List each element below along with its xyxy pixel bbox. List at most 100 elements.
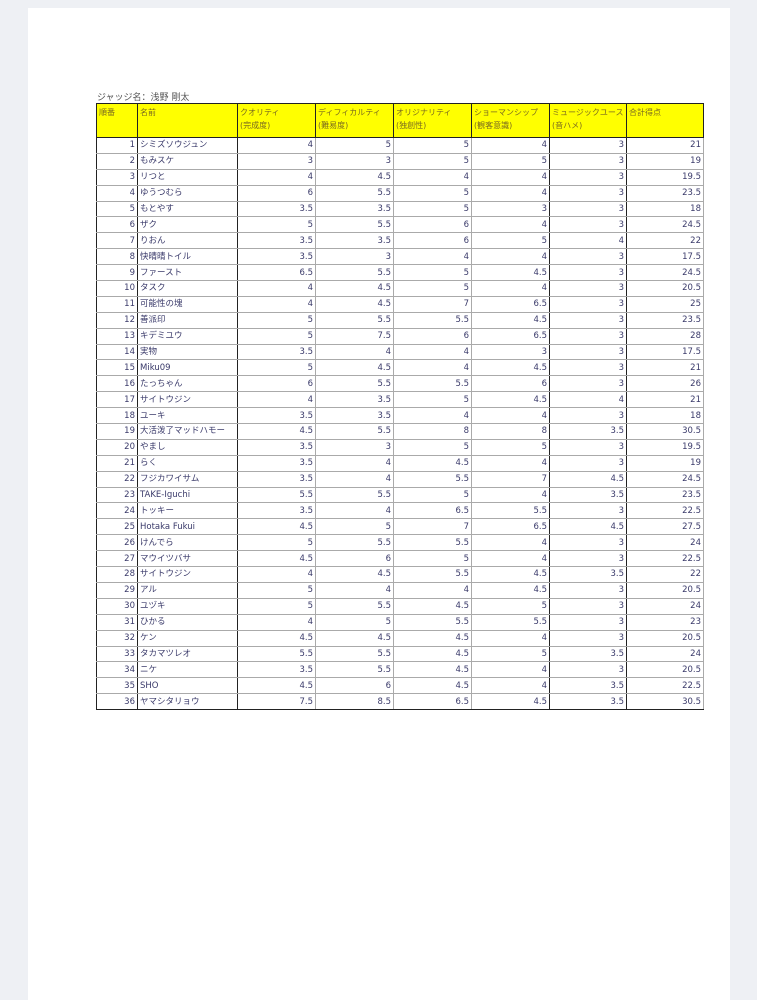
score-cell: 3.5 [237,232,316,250]
table-row: 36 ヤマシタリョウ 7.5 8.5 6.5 4.5 3.5 30.5 [96,693,704,711]
score-cell: 30.5 [626,693,704,711]
score-cell: 6.5 [393,502,472,520]
name-cell: トッキー [137,502,238,520]
table-row: 20 やまし 3.5 3 5 5 3 19.5 [96,438,704,456]
score-cell: 4.5 [471,359,550,377]
table-row: 15 Miku09 5 4.5 4 4.5 3 21 [96,359,704,377]
score-cell: 4.5 [315,566,394,583]
score-cell: 19.5 [626,438,704,456]
name-cell: タカマツレオ [137,645,238,663]
table-row: 5 もとやす 3.5 3.5 5 3 3 18 [96,200,704,218]
score-cell: 4 [471,184,550,202]
score-cell: 4.5 [471,391,550,409]
score-cell: 5 [237,597,316,615]
order-cell: 20 [96,438,138,456]
score-cell: 4.5 [393,454,472,472]
score-cell: 23 [626,613,704,631]
score-cell: 4.5 [471,264,550,282]
score-cell: 5.5 [393,566,472,583]
score-cell: 4.5 [315,359,394,377]
name-cell: Miku09 [137,359,238,377]
order-cell: 13 [96,327,138,345]
score-cell: 3 [549,168,627,186]
order-cell: 21 [96,454,138,472]
score-cell: 23.5 [626,184,704,202]
score-cell: 4.5 [315,168,394,186]
score-cell: 3 [549,200,627,218]
name-cell: フジカワイサム [137,470,238,488]
score-cell: 4.5 [471,581,550,599]
table-row: 27 マウイツバサ 4.5 6 5 4 3 22.5 [96,550,704,568]
score-cell: 4.5 [237,677,316,695]
score-cell: 3 [549,375,627,393]
score-cell: 3.5 [549,677,627,695]
name-cell: ザク [137,216,238,234]
column-header: 名前 [137,103,238,138]
score-cell: 7 [393,518,472,536]
table-row: 33 タカマツレオ 5.5 5.5 4.5 5 3.5 24 [96,645,704,663]
name-cell: けんでら [137,534,238,552]
score-cell: 3.5 [237,343,316,361]
score-cell: 22 [626,232,704,250]
score-cell: 7 [393,295,472,313]
table-row: 18 ユーキ 3.5 3.5 4 4 3 18 [96,407,704,425]
table-row: 21 らく 3.5 4 4.5 4 3 19 [96,454,704,472]
order-cell: 12 [96,311,138,329]
order-cell: 9 [96,264,138,282]
score-cell: 5.5 [315,597,394,615]
score-cell: 3 [549,581,627,599]
table-row: 10 タスク 4 4.5 5 4 3 20.5 [96,280,704,297]
table-row: 23 TAKE-Iguchi 5.5 5.5 5 4 3.5 23.5 [96,486,704,504]
name-cell: キデミユウ [137,327,238,345]
score-cell: 3.5 [315,232,394,250]
score-cell: 4 [549,232,627,250]
table-row: 35 SHO 4.5 6 4.5 4 3.5 22.5 [96,677,704,695]
column-header: クオリティ (完成度) [237,103,316,138]
score-cell: 23.5 [626,486,704,504]
score-cell: 6.5 [393,693,472,711]
score-cell: 4 [315,502,394,520]
score-cell: 19.5 [626,168,704,186]
score-cell: 20.5 [626,629,704,647]
score-cell: 6 [237,184,316,202]
score-cell: 7 [471,470,550,488]
score-cell: 5.5 [393,311,472,329]
table-row: 22 フジカワイサム 3.5 4 5.5 7 4.5 24.5 [96,470,704,488]
score-cell: 3 [549,597,627,615]
table-row: 34 ニケ 3.5 5.5 4.5 4 3 20.5 [96,661,704,679]
score-cell: 3.5 [237,438,316,456]
score-cell: 6.5 [471,518,550,536]
name-cell: SHO [137,677,238,695]
score-cell: 3.5 [315,407,394,425]
order-cell: 4 [96,184,138,202]
score-cell: 4.5 [315,280,394,297]
score-cell: 4.5 [237,550,316,568]
score-cell: 5 [471,232,550,250]
score-cell: 3 [471,200,550,218]
score-cell: 17.5 [626,343,704,361]
table-row: 1 シミズソウジュン 4 5 5 4 3 21 [96,137,704,154]
score-cell: 3 [549,280,627,297]
order-cell: 29 [96,581,138,599]
column-header: オリジナリティ (独創性) [393,103,472,138]
table-row: 17 サイトウジン 4 3.5 5 4.5 4 21 [96,391,704,409]
column-header: 合計得点 [626,103,704,138]
score-cell: 3.5 [237,407,316,425]
score-cell: 5.5 [315,216,394,234]
score-cell: 4.5 [237,518,316,536]
name-cell: シミズソウジュン [137,137,238,154]
score-cell: 4 [237,566,316,583]
order-cell: 1 [96,137,138,154]
table-row: 12 善派印 5 5.5 5.5 4.5 3 23.5 [96,311,704,329]
order-cell: 31 [96,613,138,631]
name-cell: アル [137,581,238,599]
score-cell: 5.5 [237,645,316,663]
score-cell: 5.5 [393,375,472,393]
score-cell: 4.5 [237,629,316,647]
score-cell: 5 [393,280,472,297]
score-cell: 3 [549,661,627,679]
score-cell: 4.5 [393,629,472,647]
score-table: 順番 名前 クオリティ (完成度) ディフィカルティ (難易度) オリジナリティ (独創… [96,103,704,711]
score-cell: 3.5 [315,391,394,409]
table-row: 19 大活泼了マッドハモー 4.5 5.5 8 8 3.5 30.5 [96,423,704,440]
